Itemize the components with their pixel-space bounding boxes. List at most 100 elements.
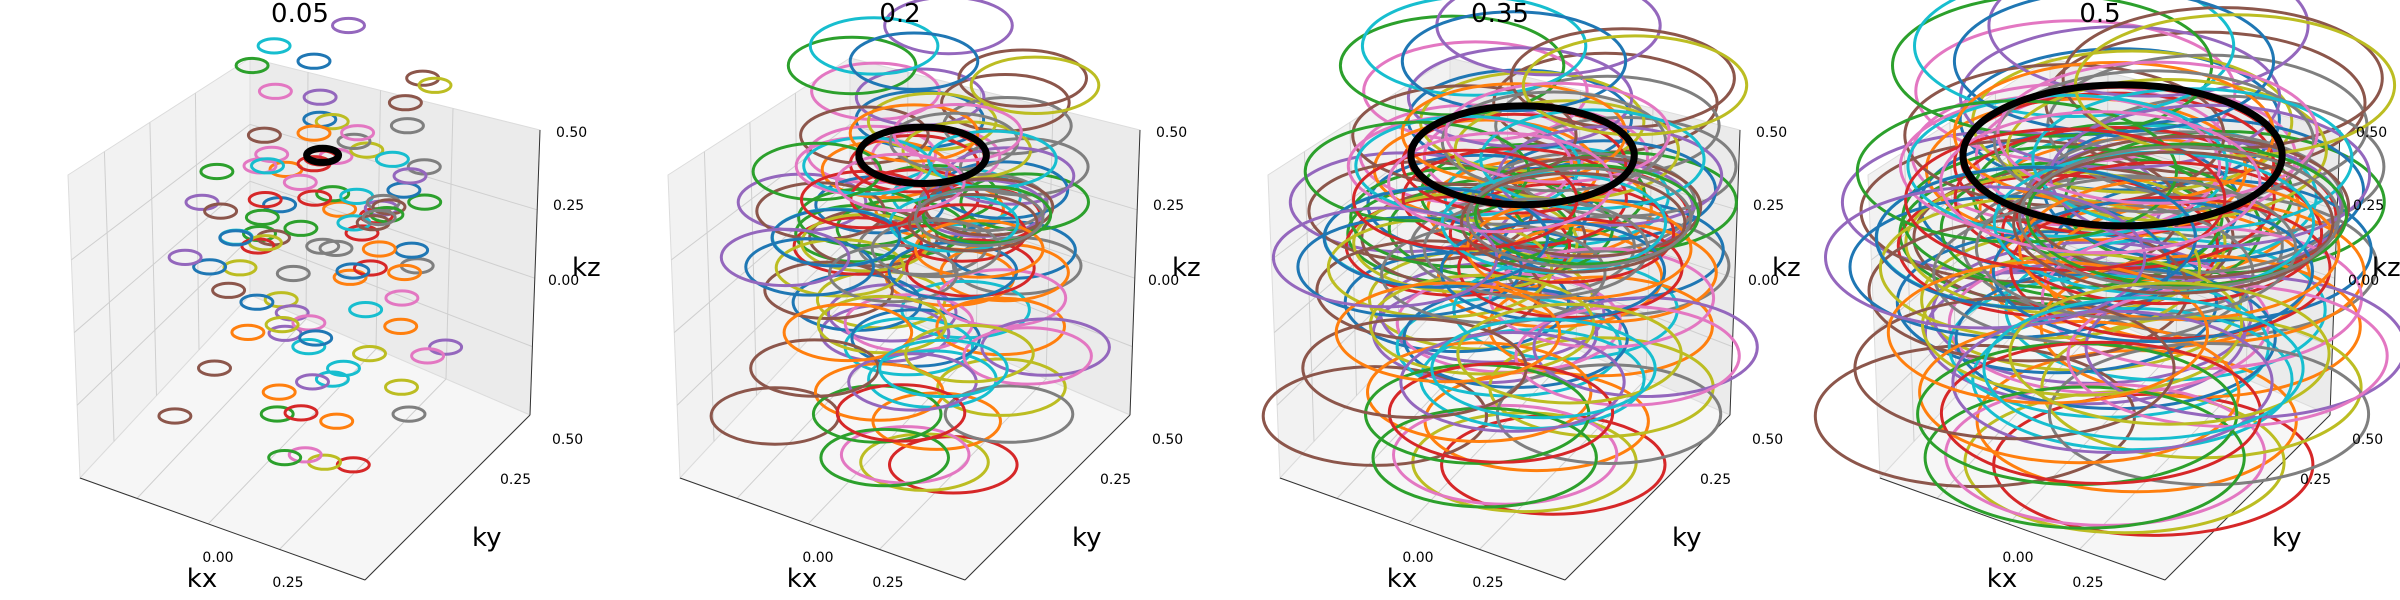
x-axis-line [679, 477, 966, 581]
circle-marker [969, 55, 1101, 116]
circle-marker [283, 404, 319, 422]
z-axis-label: kz [1772, 253, 1801, 283]
circle-marker [192, 258, 228, 276]
circle-marker [230, 323, 266, 341]
circle-marker [340, 124, 376, 142]
circle-marker [1366, 341, 1593, 444]
highlight-circle [855, 123, 990, 188]
circle-marker [763, 260, 894, 320]
plot-title: 0.2 [879, 0, 920, 29]
circle-marker [336, 132, 372, 150]
circle-marker [167, 248, 203, 266]
circle-marker [239, 293, 275, 311]
z-tick-label: 0.50 [1756, 125, 1787, 141]
y-tick-label: 0.25 [1100, 472, 1131, 488]
circle-marker [904, 323, 1035, 384]
circle-marker [282, 173, 318, 191]
y-tick-label: 0.50 [552, 432, 583, 448]
circle-marker [1351, 84, 1578, 187]
circle-marker [1400, 112, 1628, 215]
circle-marker [808, 16, 940, 76]
circles [1261, 0, 1759, 516]
circle-marker [1399, 331, 1626, 433]
circle-marker [234, 56, 270, 75]
circle-marker [1918, 320, 2241, 465]
z-tick-label: 0.50 [556, 125, 587, 141]
z-axis-line [1129, 129, 1141, 416]
circle-marker [1996, 60, 2319, 205]
grid-line [794, 93, 800, 350]
circle-marker [407, 193, 443, 211]
circle-marker [291, 338, 327, 356]
circle-marker [878, 338, 1009, 399]
circle-marker [797, 187, 928, 248]
circles [1813, 0, 2400, 537]
z-tick-label: 0.50 [1156, 125, 1187, 141]
circle-marker [1387, 362, 1615, 464]
circle-marker [384, 289, 420, 307]
z-tick-label: 0.00 [1748, 273, 1779, 289]
x-axis-line [1279, 477, 1566, 581]
circle-marker [828, 243, 959, 304]
circle-marker [1430, 317, 1657, 420]
circle-marker [1971, 49, 2294, 194]
circle-marker [913, 187, 1045, 248]
z-tick-label: 0.00 [1148, 273, 1179, 289]
circle-marker [246, 126, 282, 144]
y-tick-label: 0.50 [2352, 432, 2383, 448]
circle-marker [344, 224, 380, 242]
circle-marker [267, 449, 303, 467]
circle-marker [835, 152, 966, 213]
x-axis-label: kx [187, 564, 217, 594]
circle-marker [774, 238, 906, 298]
y-tick-label: 0.25 [2300, 472, 2331, 488]
circle-marker [744, 237, 875, 297]
circle-marker [197, 359, 232, 377]
circle-marker [1982, 296, 2305, 441]
circle-marker [1913, 0, 2236, 118]
circle-marker [1334, 281, 1562, 384]
circle-marker [2018, 145, 2341, 290]
circle-marker [428, 338, 464, 356]
z-tick-label: 0.25 [1153, 198, 1184, 214]
x-tick-label: 0.25 [872, 575, 903, 591]
circle-marker [218, 229, 254, 247]
circle-marker [835, 383, 967, 443]
circle-marker [1853, 296, 2176, 441]
y-axis-label: ky [1072, 523, 1102, 553]
z-tick-label: 0.00 [548, 273, 579, 289]
circle-marker [296, 52, 332, 70]
grid-line [1479, 378, 1647, 550]
grid-line [194, 93, 200, 350]
circle-marker [1958, 47, 2281, 192]
circle-marker [332, 268, 368, 286]
z-axis-label: kz [2372, 253, 2400, 283]
y-axis-label: ky [1672, 523, 1702, 553]
y-axis-label: ky [472, 523, 502, 553]
circle-marker [1448, 182, 1676, 284]
grid-line [749, 122, 757, 396]
circle-marker [275, 264, 311, 283]
y-tick-label: 0.50 [1752, 432, 1783, 448]
x-axis-line [1879, 477, 2166, 581]
circle-marker [315, 185, 351, 203]
circle-marker [907, 193, 1039, 253]
circle-marker [1991, 198, 2314, 344]
grid-line [76, 237, 251, 406]
x-tick-label: 0.00 [802, 550, 833, 566]
circle-marker [1974, 176, 2298, 321]
circle-marker [1895, 230, 2218, 375]
circle-marker [1886, 260, 2210, 405]
circle-marker [371, 198, 407, 216]
circle-marker [291, 314, 327, 332]
circle-marker [2084, 275, 2400, 420]
circle-marker [786, 35, 918, 96]
highlight-circle [1959, 81, 2286, 230]
axes-3d [67, 57, 541, 581]
x-axis-line [79, 477, 366, 581]
circle-marker [417, 76, 453, 94]
circle-marker [1488, 247, 1716, 349]
